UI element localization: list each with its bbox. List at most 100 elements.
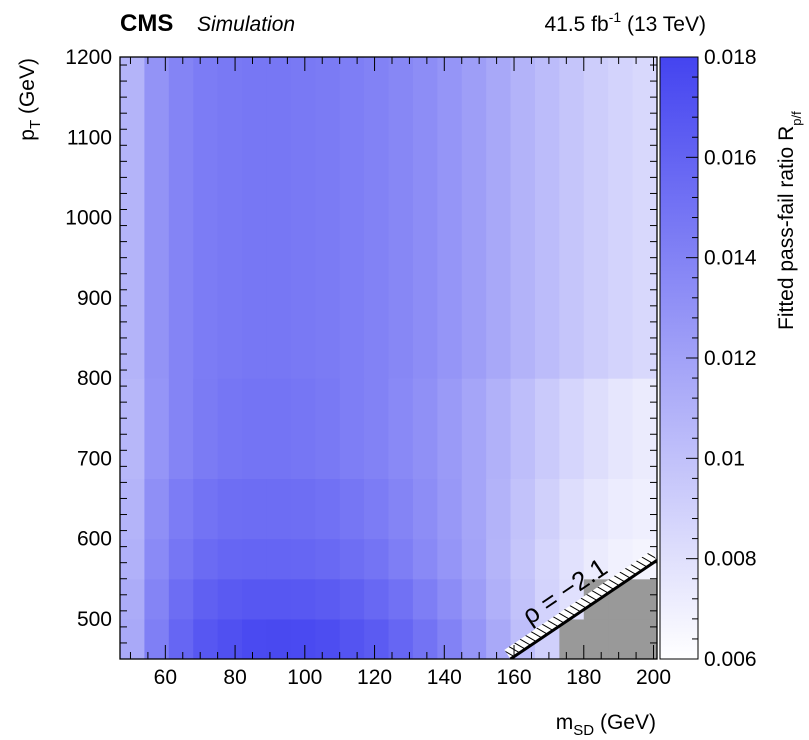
heatmap-cell (120, 618, 146, 659)
heatmap-cell (217, 578, 243, 620)
heatmap-cell-masked (632, 578, 657, 620)
z-tick-label: 0.018 (704, 46, 757, 69)
heatmap-cell (290, 618, 316, 659)
heatmap-cell (412, 538, 438, 580)
heatmap-cell (217, 618, 243, 659)
heatmap-cell (193, 618, 219, 659)
heatmap-cell (437, 57, 463, 379)
x-tick-label: 80 (223, 666, 246, 689)
heatmap-cell (486, 378, 512, 479)
heatmap-cell (266, 538, 292, 580)
heatmap-cell (120, 578, 146, 620)
heatmap-cell (217, 57, 243, 379)
heatmap-cell (437, 618, 463, 659)
heatmap-cell (412, 478, 438, 540)
z-tick-label: 0.01 (704, 447, 745, 470)
heatmap-cell (339, 57, 365, 379)
heatmap-cell (168, 538, 194, 580)
heatmap-cell (412, 57, 438, 379)
heatmap-cell (193, 538, 219, 580)
x-tick-label: 120 (357, 666, 392, 689)
y-tick-label: 600 (77, 528, 112, 551)
chart-header: CMS Simulation 41.5 fb-1 (13 TeV) (120, 9, 706, 37)
heatmap-cell (583, 57, 609, 379)
heatmap-cell (559, 478, 585, 540)
heatmap-cell (242, 478, 268, 540)
heatmap-cell (217, 478, 243, 540)
heatmap-cell (120, 378, 146, 479)
heatmap-cell (388, 478, 414, 540)
heatmap-cell (315, 478, 341, 540)
x-tick-label: 100 (287, 666, 322, 689)
heatmap-cell (339, 618, 365, 659)
heatmap-cell (461, 618, 487, 659)
heatmap-cell (461, 478, 487, 540)
heatmap-cell (144, 538, 170, 580)
heatmap-cell (534, 57, 560, 379)
x-tick-label: 200 (636, 666, 671, 689)
hatch-band (504, 551, 657, 659)
cms-label: CMS (120, 10, 173, 37)
heatmap-cell (412, 578, 438, 620)
heatmap-cell (339, 578, 365, 620)
heatmap-cell (144, 578, 170, 620)
heatmap-cell (364, 578, 390, 620)
heatmap-cell (388, 57, 414, 379)
heatmap-cell (388, 378, 414, 479)
heatmap-cell (461, 57, 487, 379)
y-tick-label: 700 (77, 447, 112, 470)
heatmap-cell (217, 538, 243, 580)
heatmap-cell (315, 538, 341, 580)
heatmap-cell (510, 478, 536, 540)
heatmap-cell (168, 578, 194, 620)
heatmap-cell (315, 57, 341, 379)
heatmap-cell (193, 57, 219, 379)
heatmap-cell (486, 478, 512, 540)
heatmap-cell (290, 378, 316, 479)
heatmap-cell (412, 618, 438, 659)
rho-line (509, 559, 657, 659)
y-tick-label: 1200 (65, 46, 112, 69)
heatmap-cell-masked (608, 618, 634, 659)
heatmap-cell (290, 538, 316, 580)
heatmap-cell (364, 538, 390, 580)
color-bar-title: Fitted pass-fail ratio Rp/f (775, 111, 804, 330)
heatmap-cells (120, 57, 657, 659)
heatmap-cell (437, 538, 463, 580)
heatmap-cell (168, 618, 194, 659)
heatmap-cell (510, 538, 536, 580)
heatmap-cell (388, 538, 414, 580)
heatmap-cell (339, 478, 365, 540)
heatmap-cell (510, 378, 536, 479)
heatmap-cell (461, 538, 487, 580)
lumi-label: 41.5 fb-1 (13 TeV) (544, 9, 706, 36)
color-bar-axis: 0.006 0.008 0.01 0.012 0.014 0.016 0.018 (686, 46, 757, 671)
heatmap-cell (534, 478, 560, 540)
heatmap-cell (559, 538, 585, 580)
simulation-label: Simulation (197, 13, 295, 36)
heatmap-cell (437, 378, 463, 479)
heatmap-cell (168, 478, 194, 540)
z-tick-label: 0.006 (704, 648, 757, 671)
heatmap-cell (266, 578, 292, 620)
z-tick-label: 0.008 (704, 548, 757, 571)
heatmap-cell (461, 378, 487, 479)
x-tick-label: 180 (566, 666, 601, 689)
heatmap-cell (168, 378, 194, 479)
heatmap-cell (364, 378, 390, 479)
heatmap-cell (315, 618, 341, 659)
heatmap-cell (510, 57, 536, 379)
heatmap-cell (583, 378, 609, 479)
z-tick-label: 0.014 (704, 247, 757, 270)
x-axis: 60 80 100 120 140 160 180 200 (129, 57, 671, 689)
heatmap-cell (437, 478, 463, 540)
x-axis-title: mSD (GeV) (556, 711, 656, 739)
heatmap-cell (608, 478, 634, 540)
x-tick-label: 60 (154, 666, 177, 689)
heatmap-cell (364, 478, 390, 540)
heatmap-cell (193, 478, 219, 540)
y-tick-label: 1000 (65, 207, 112, 230)
heatmap-cell (242, 578, 268, 620)
heatmap-cell (364, 618, 390, 659)
